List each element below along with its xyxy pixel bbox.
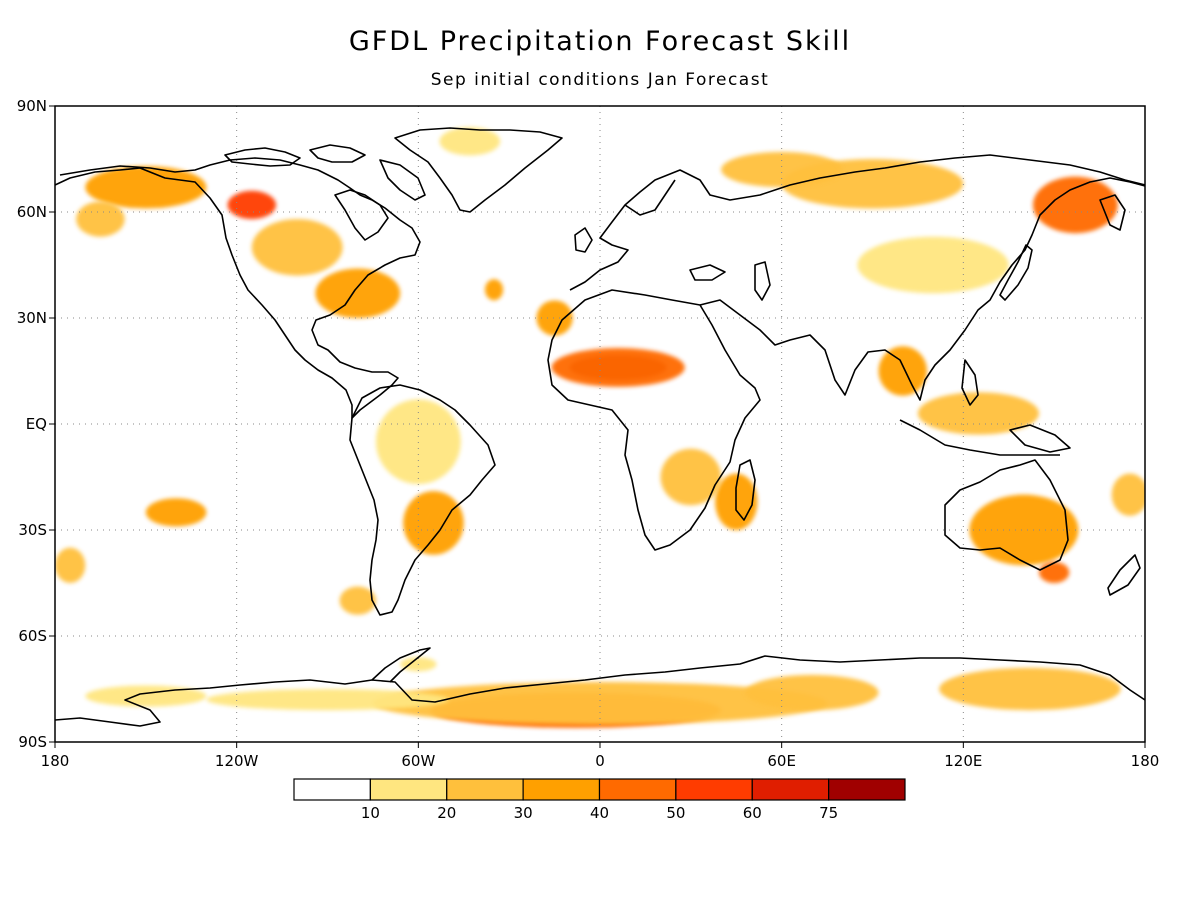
skill-region	[55, 547, 86, 583]
map-subtitle: Sep initial conditions Jan Forecast	[430, 70, 770, 90]
skill-region	[484, 279, 504, 301]
map-title: GFDL Precipitation Forecast Skill	[348, 26, 852, 57]
skill-region	[1032, 176, 1118, 234]
lon-tick-label: 60W	[401, 752, 435, 770]
coast-antarctic-peninsula	[371, 647, 431, 683]
skill-region	[375, 399, 461, 485]
lat-tick-label: 60S	[18, 627, 47, 645]
skill-region	[1039, 561, 1070, 584]
lat-tick-label: 30S	[18, 521, 47, 539]
lon-tick-label: 180	[41, 752, 70, 770]
colorbar: 10 20 30 40 50 60 75	[293, 778, 906, 822]
colorbar-label: 30	[514, 804, 533, 822]
skill-region	[251, 219, 343, 276]
lon-tick-label: 180	[1131, 752, 1160, 770]
skill-region	[857, 236, 1009, 294]
colorbar-label: 60	[743, 804, 762, 822]
skill-region	[878, 346, 927, 396]
skill-region	[206, 689, 449, 711]
coastlines	[55, 127, 1145, 727]
lat-tick-label: EQ	[26, 415, 47, 433]
skill-region	[551, 348, 685, 387]
colorbar-label: 50	[666, 804, 685, 822]
coast-greenland	[394, 127, 563, 213]
skill-region	[745, 674, 879, 711]
coast-japan	[999, 244, 1033, 301]
coast-philippines	[961, 359, 979, 406]
longitude-labels: 180 120W 60W 0 60E 120E 180	[41, 742, 1160, 770]
skill-region	[536, 300, 573, 336]
lat-tick-label: 60N	[17, 203, 47, 221]
colorbar-swatch	[751, 778, 830, 801]
colorbar-swatch	[446, 778, 524, 801]
coast-new-zealand	[1107, 554, 1141, 596]
skill-region	[85, 685, 207, 707]
coast-new-guinea	[1009, 424, 1071, 453]
coast-indonesia	[899, 419, 1060, 456]
coast-baffin	[379, 159, 426, 201]
coast-asia	[699, 177, 1145, 401]
lat-tick-label: 90S	[18, 733, 47, 751]
coast-arctic-islands-2	[309, 144, 366, 163]
colorbar-swatch	[293, 778, 371, 801]
coast-south-america	[349, 384, 496, 616]
colorbar-label: 40	[590, 804, 609, 822]
coast-kamchatka	[1099, 194, 1126, 231]
skill-field	[55, 127, 1145, 728]
skill-region	[145, 498, 207, 527]
coast-scandinavia	[624, 179, 676, 216]
coast-antarctica	[55, 655, 1145, 727]
skill-region	[917, 392, 1040, 435]
colorbar-label: 75	[819, 804, 838, 822]
coast-australia	[944, 459, 1069, 571]
lon-tick-label: 120W	[215, 752, 259, 770]
lat-tick-label: 30N	[17, 309, 47, 327]
coast-hudson-bay	[334, 189, 389, 241]
skill-region	[85, 166, 207, 209]
skill-region	[660, 448, 722, 506]
lat-tick-label: 90N	[17, 97, 47, 115]
coast-caspian	[754, 261, 771, 301]
skill-region	[1111, 473, 1145, 516]
skill-region	[315, 268, 401, 318]
coast-british-isles	[574, 227, 593, 253]
skill-region	[227, 190, 277, 220]
colorbar-label: 20	[437, 804, 456, 822]
skill-region	[372, 681, 828, 725]
skill-region	[939, 667, 1121, 711]
skill-region	[339, 586, 376, 615]
skill-region	[439, 127, 501, 156]
skill-region	[721, 151, 843, 188]
skill-region	[76, 201, 125, 237]
colorbar-swatch	[675, 778, 753, 801]
graticule	[55, 106, 1145, 742]
coast-madagascar	[735, 459, 756, 521]
colorbar-label: 10	[361, 804, 380, 822]
coast-black-sea	[689, 264, 726, 281]
latitude-labels: 90N 60N 30N EQ 30S 60S 90S	[17, 97, 55, 751]
colorbar-swatch	[828, 778, 906, 801]
coast-europe	[569, 154, 1145, 291]
coast-north-america	[55, 157, 421, 419]
coast-arctic-islands	[224, 147, 301, 167]
colorbar-swatch	[522, 778, 601, 801]
skill-region	[403, 491, 464, 555]
lon-tick-label: 0	[595, 752, 605, 770]
lon-tick-label: 120E	[944, 752, 982, 770]
lon-tick-label: 60E	[767, 752, 796, 770]
colorbar-swatch	[598, 778, 677, 801]
colorbar-swatch	[369, 778, 448, 801]
